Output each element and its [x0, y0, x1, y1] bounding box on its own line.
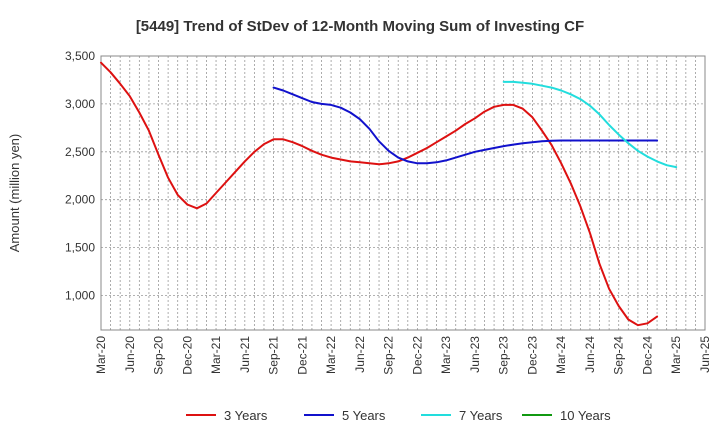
x-tick-label: Mar-23 — [439, 336, 453, 374]
x-tick-label: Dec-22 — [410, 336, 424, 375]
y-tick-label: 1,500 — [65, 241, 95, 255]
chart-title: [5449] Trend of StDev of 12-Month Moving… — [136, 18, 584, 35]
y-tick-label: 2,500 — [65, 145, 95, 159]
x-tick-label: Sep-24 — [612, 336, 626, 375]
legend-label: 10 Years — [560, 408, 611, 423]
x-tick-label: Sep-21 — [267, 336, 281, 375]
x-tick-label: Dec-24 — [640, 336, 654, 375]
y-axis-label: Amount (million yen) — [7, 134, 22, 253]
legend-label: 7 Years — [459, 408, 503, 423]
series-lines — [100, 61, 678, 327]
series-line-1 — [100, 61, 659, 327]
x-tick-label: Jun-21 — [238, 336, 252, 373]
y-tick-labels: 1,000 1,500 2,000 2,500 3,000 3,500 — [65, 49, 95, 303]
x-tick-label: Sep-23 — [497, 336, 511, 375]
x-tick-label: Mar-24 — [554, 336, 568, 374]
x-tick-label: Mar-20 — [94, 336, 108, 374]
x-tick-label: Mar-25 — [669, 336, 683, 374]
x-tick-label: Mar-22 — [324, 336, 338, 374]
series-line-2 — [272, 86, 659, 165]
x-tick-label: Jun-20 — [123, 336, 137, 373]
x-tick-label: Dec-21 — [295, 336, 309, 375]
x-tick-label: Sep-22 — [382, 336, 396, 375]
grid — [101, 55, 705, 330]
x-tick-label: Mar-21 — [209, 336, 223, 374]
x-tick-label: Jun-23 — [468, 336, 482, 373]
y-tick-label: 3,500 — [65, 49, 95, 63]
x-tick-label: Sep-20 — [152, 336, 166, 375]
x-tick-label: Jun-25 — [698, 336, 712, 373]
plot-area — [100, 55, 706, 331]
x-tick-labels: Mar-20 Jun-20 Sep-20 Dec-20 Mar-21 Jun-21 Sep-… — [94, 336, 712, 375]
y-tick-label: 2,000 — [65, 193, 95, 207]
y-tick-label: 1,000 — [65, 289, 95, 303]
legend: 3 Years 5 Years 7 Years 10 Years — [186, 408, 611, 423]
x-tick-label: Jun-24 — [583, 336, 597, 373]
legend-label: 5 Years — [342, 408, 386, 423]
legend-label: 3 Years — [224, 408, 268, 423]
y-tick-label: 3,000 — [65, 97, 95, 111]
x-tick-label: Dec-23 — [525, 336, 539, 375]
x-tick-label: Jun-22 — [353, 336, 367, 373]
x-tick-label: Dec-20 — [180, 336, 194, 375]
series-line-3 — [502, 80, 678, 169]
